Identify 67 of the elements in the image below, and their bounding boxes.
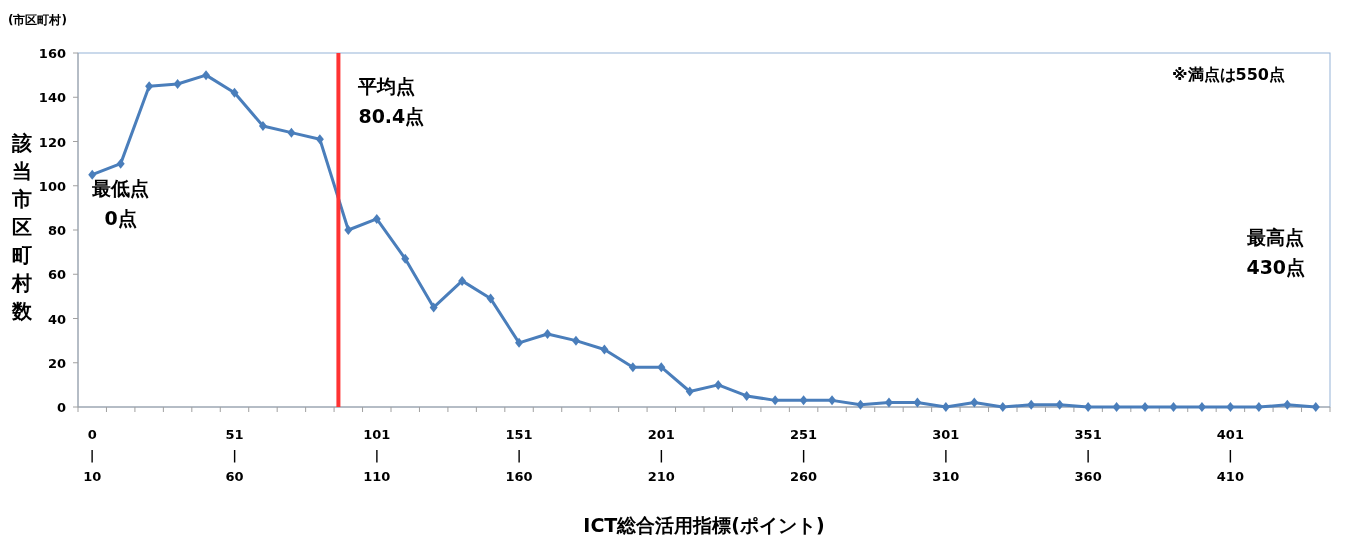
point: [287, 127, 296, 138]
y-axis-title: 該当市区町村数: [11, 131, 33, 323]
point: [714, 379, 723, 390]
point: [230, 87, 239, 98]
point: [1084, 402, 1093, 412]
point: [145, 81, 154, 92]
point: [742, 390, 751, 401]
y-tick-label: 120: [38, 134, 66, 150]
point: [1055, 399, 1064, 410]
x-tick-label: 251 | 260: [790, 427, 818, 484]
x-tick-label: 0 | 10: [83, 427, 102, 484]
annotation: ※満点は550点: [1172, 65, 1285, 84]
text: (市区町村): [8, 13, 67, 27]
point: [543, 328, 552, 339]
point: [202, 70, 211, 81]
annotation: 最低点 0点: [91, 176, 150, 229]
point: [515, 337, 524, 348]
point: [828, 395, 837, 406]
x-tick-label: 151 | 160: [505, 427, 533, 484]
x-axis-title: ICT総合活用指標(ポイント): [583, 514, 825, 536]
point: [657, 362, 666, 373]
x-tick-label: 351 | 360: [1074, 427, 1102, 484]
point: [486, 293, 495, 304]
point: [998, 402, 1007, 412]
point: [685, 386, 694, 397]
point: [315, 134, 324, 145]
point: [600, 344, 609, 355]
y-tick-label: 160: [38, 46, 66, 61]
y-tick-label: 0: [56, 400, 66, 415]
point: [941, 402, 950, 412]
point: [571, 335, 580, 346]
point: [344, 225, 353, 235]
point: [88, 169, 97, 180]
point: [1112, 402, 1121, 412]
point: [1226, 402, 1235, 412]
x-tick-label: 201 | 210: [647, 427, 675, 484]
y-tick-label: 140: [38, 90, 66, 106]
point: [1283, 399, 1292, 410]
point: [799, 395, 808, 406]
x-tick-label: 51 | 60: [225, 427, 244, 484]
point: [116, 158, 125, 169]
annotation: 平均点 80.4点: [357, 75, 425, 127]
point: [913, 397, 922, 408]
x-tick-label: 101 | 110: [363, 427, 391, 484]
x-tick-label: 301 | 310: [932, 427, 960, 484]
y-tick-label: 20: [47, 355, 66, 371]
annotation: 最高点 430点: [1246, 226, 1306, 279]
point: [258, 121, 267, 132]
point: [884, 397, 893, 408]
point: [1311, 402, 1320, 412]
point: [429, 302, 438, 313]
y-tick-label: 60: [47, 267, 66, 283]
point: [1169, 402, 1178, 412]
y-tick-label: 80: [47, 223, 66, 238]
point: [628, 362, 637, 373]
point: [401, 253, 410, 264]
point: [173, 78, 182, 89]
point: [970, 397, 979, 408]
point: [458, 275, 467, 286]
point: [1027, 399, 1036, 410]
x-tick-label: 401 | 410: [1216, 427, 1244, 484]
y-tick-label: 100: [38, 178, 66, 194]
point: [771, 395, 780, 406]
point: [1254, 402, 1263, 412]
y-tick-label: 40: [47, 311, 66, 327]
point: [856, 399, 865, 410]
point: [372, 213, 381, 224]
